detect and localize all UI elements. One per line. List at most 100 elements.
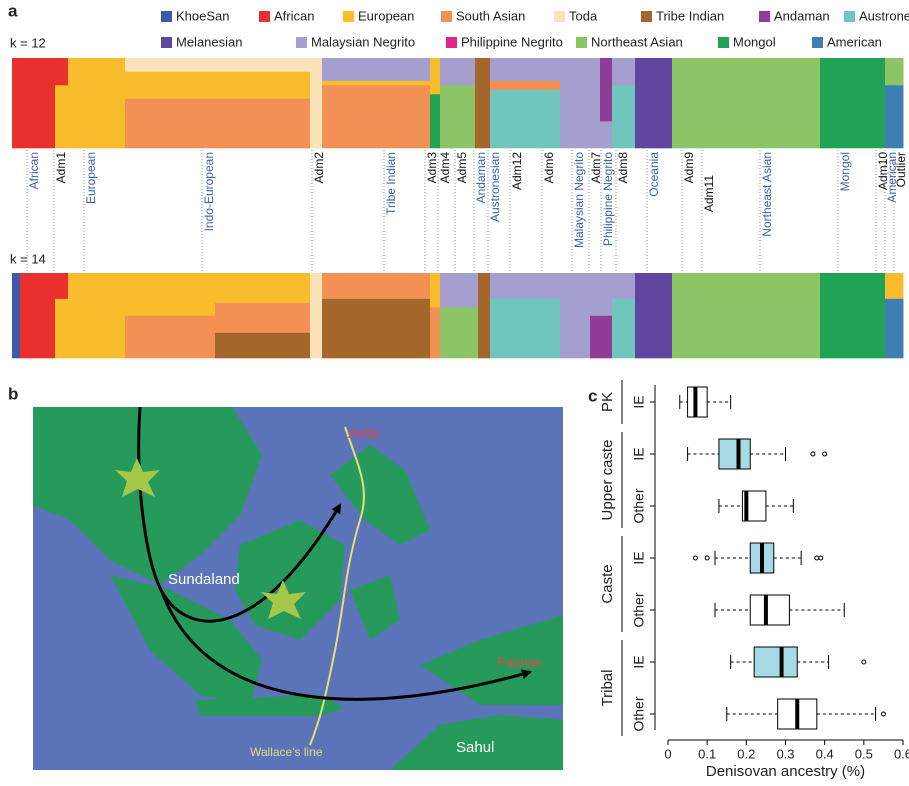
k-label: k = 14 (10, 251, 46, 266)
admixture-segment (885, 273, 904, 299)
legend-swatch (441, 11, 452, 22)
group-label: Austronesian (488, 152, 502, 222)
land (33, 407, 563, 770)
group-label: Adm2 (312, 152, 326, 184)
admixture-segment (885, 85, 904, 149)
admixture-segment (612, 273, 636, 299)
admixture-segment (55, 58, 69, 86)
admixture-segment (612, 298, 636, 359)
row-label: Other (631, 488, 647, 523)
legend-swatch (259, 11, 270, 22)
legend-label: Andaman (774, 8, 830, 23)
map-label: Sundaland (168, 571, 240, 588)
legend-label: Malaysian Negrito (311, 34, 415, 49)
admixture-segment (430, 307, 441, 359)
legend-label: Melanesian (176, 34, 243, 49)
legend-label: Northeast Asian (591, 34, 683, 49)
outlier (692, 555, 698, 561)
x-tick-label: 0.2 (737, 746, 755, 761)
group-label: Outlier (894, 152, 908, 187)
admixture-segment (430, 94, 441, 149)
legend-label: Tribe Indian (656, 8, 724, 23)
group-label: Mongol (838, 152, 852, 191)
admixture-segment (125, 315, 216, 359)
group-label: Adm5 (455, 152, 469, 184)
outlier (861, 659, 867, 665)
panel-label: b (8, 384, 18, 403)
admixture-segment (590, 273, 613, 316)
group-label: Adm10 (876, 152, 890, 190)
box (718, 438, 751, 470)
admixture-segment (440, 273, 479, 308)
admixture-segment (490, 298, 561, 359)
landmass (330, 445, 430, 545)
x-tick-label: 0.5 (855, 746, 873, 761)
admixture-segment (12, 58, 56, 149)
admixture-segment (12, 273, 21, 359)
legend-swatch (812, 37, 823, 48)
admixture-segment (55, 298, 69, 359)
admixture-segment (560, 58, 601, 149)
star (261, 580, 306, 619)
map: Aeta Sundaland Papuan Sahul Wallace's li… (33, 406, 563, 770)
box (749, 594, 790, 626)
landmass (33, 407, 262, 585)
group-label: American (885, 152, 899, 203)
admixture-segment (440, 58, 476, 86)
outlier (704, 555, 710, 561)
x-axis-title: Denisovan ancestry (%) (706, 763, 865, 780)
admixture-segment (322, 80, 431, 86)
admixture-segment (125, 98, 311, 149)
admixture-segment (885, 298, 904, 359)
group-label: Northeast Asian (760, 152, 774, 237)
legend-label: South Asian (456, 8, 525, 23)
wallace-line (309, 426, 366, 746)
star (115, 458, 160, 497)
admixture-segment (590, 315, 613, 359)
group-label: Caste (599, 564, 616, 603)
admixture-segment (310, 58, 323, 149)
admixture-segment (68, 273, 126, 359)
admixture-segment (322, 273, 431, 299)
legend-label: Mongol (733, 34, 776, 49)
x-tick-label: 0 (664, 746, 671, 761)
admixture-segment (820, 58, 886, 149)
admixture-segment (430, 58, 441, 95)
row-label: IE (631, 447, 647, 460)
row-label: Other (631, 592, 647, 627)
landmass (235, 520, 345, 640)
group-label: Andaman (474, 152, 488, 203)
admixture-segment (68, 58, 126, 149)
admixture-segment (672, 273, 821, 359)
group-label: Oceania (647, 152, 661, 197)
group-label: Adm7 (589, 152, 603, 184)
group-label: Adm3 (425, 152, 439, 184)
outlier (822, 451, 828, 457)
landmass (110, 575, 262, 705)
admixture-segment (55, 273, 69, 299)
legend-label: European (358, 8, 414, 23)
landmass (350, 575, 400, 640)
admixture-segment (55, 85, 69, 149)
map-label: Papuan (497, 654, 542, 669)
row-label: IE (631, 551, 647, 564)
landmass (390, 715, 563, 770)
admixture-segment (635, 273, 673, 359)
admixture-segment (125, 58, 311, 72)
admixture-segment (560, 273, 591, 359)
admixture-segment (440, 85, 476, 149)
admixture-segment (125, 273, 216, 316)
admixture-segment (490, 273, 561, 299)
x-tick-label: 0.3 (776, 746, 794, 761)
outlier (818, 555, 824, 561)
legend-label: African (274, 8, 314, 23)
x-tick-label: 0.4 (816, 746, 834, 761)
legend-swatch (161, 37, 172, 48)
k-label: k = 12 (10, 35, 46, 50)
admixture-segment (310, 273, 323, 359)
admixture-segment (612, 85, 636, 149)
legend-label: Toda (569, 8, 598, 23)
legend-swatch (844, 11, 855, 22)
legend-swatch (161, 11, 172, 22)
group-label: Adm9 (682, 152, 696, 184)
